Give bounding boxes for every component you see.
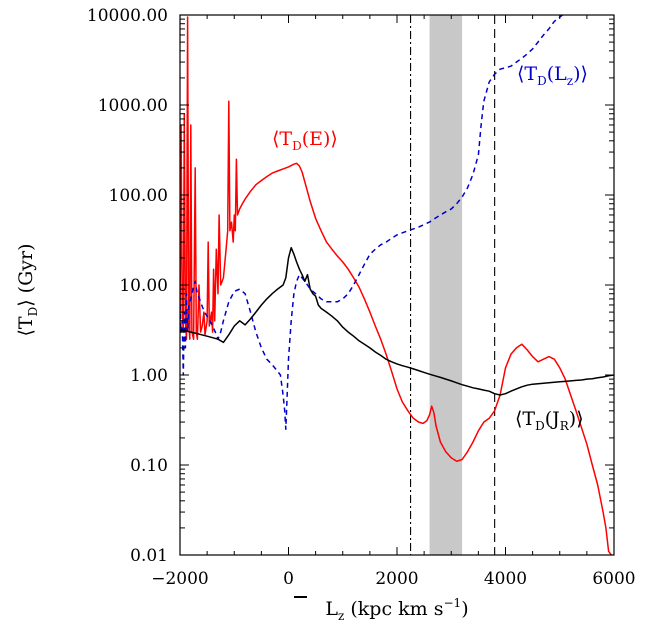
x-tick-label: 6000 [592, 569, 635, 589]
series-line-td-jr [180, 246, 614, 396]
series-label-td-lz-sub: D [537, 74, 547, 88]
series-label-td-e: ⟨TD(E)⟩ [272, 128, 338, 153]
x-axis-units-close: ) [461, 598, 468, 620]
y-tick-label: 10000.00 [87, 6, 168, 26]
shaded-band [429, 15, 463, 555]
series-label-td-lz: ⟨TD(Lz)⟩ [517, 63, 588, 88]
series-label-td-lz-end: )⟩ [573, 63, 588, 85]
plot-frame [179, 14, 615, 556]
x-tick-label: 2000 [375, 569, 418, 589]
reference-lines-layer [410, 15, 496, 555]
y-tick-label: 1000.00 [98, 96, 168, 116]
series-label-td-lz-sub2: z [567, 74, 573, 88]
series-label-td-e-sub: D [292, 139, 302, 153]
y-axis-units: ⟩ (Gyr) [15, 244, 37, 307]
y-axis-title: ⟨TD⟩ (Gyr) [15, 244, 40, 337]
y-tick-label: 10.00 [119, 276, 168, 296]
series-layer [180, 15, 614, 555]
y-tick-label: 0.10 [130, 456, 168, 476]
series-label-td-jr-end: )⟩ [569, 408, 584, 430]
series-label-td-lz-rest: (L [547, 63, 567, 85]
x-tick-label: 4000 [484, 569, 527, 589]
series-label-td-e-main: ⟨T [272, 128, 292, 150]
y-axis-symbol-sub: D [26, 307, 40, 317]
x-axis-symbol-sub: z [338, 609, 344, 623]
series-label-td-jr: ⟨TD(JR)⟩ [515, 408, 584, 433]
series-label-td-jr-main: ⟨T [515, 408, 535, 430]
y-axis-symbol: ⟨T [15, 316, 37, 336]
x-axis-title: Lz (kpc km s−1) [325, 596, 468, 623]
series-labels-layer: ⟨TD(E)⟩⟨TD(Lz)⟩⟨TD(JR)⟩ [272, 63, 588, 433]
x-axis-symbol: L [325, 598, 338, 620]
series-label-td-lz-main: ⟨T [517, 63, 537, 85]
shaded-band-layer [429, 15, 463, 555]
series-label-td-jr-rest: (J [545, 408, 560, 430]
series-label-td-jr-sub2: R [560, 419, 570, 433]
ticks-layer: −2000 0 2000 4000 6000 0.01 0.10 1.00 10.00 100.0… [87, 6, 636, 589]
series-line-td-e [180, 16, 612, 555]
x-axis-units: (kpc km s [344, 598, 443, 620]
series-line-td-lz [180, 15, 564, 430]
x-tick-label: 0 [283, 569, 294, 589]
series-label-td-jr-sub: D [535, 419, 545, 433]
y-tick-label: 100.00 [109, 186, 168, 206]
x-axis-units-exp: −1 [443, 596, 461, 610]
y-tick-label: 0.01 [130, 546, 168, 566]
x-tick-label: −2000 [151, 569, 209, 589]
y-tick-label: 1.00 [130, 366, 168, 386]
series-label-td-e-rest: (E)⟩ [302, 128, 338, 150]
